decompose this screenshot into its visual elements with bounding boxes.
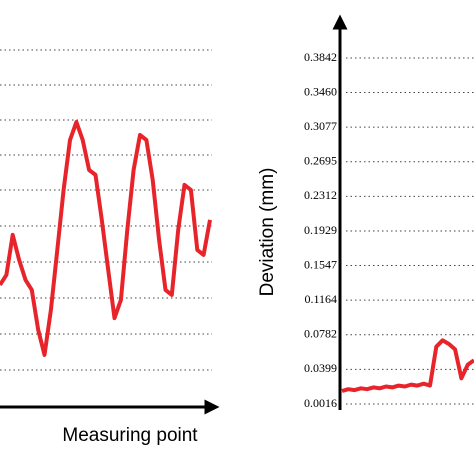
y-tick-label: 0.3460 bbox=[304, 84, 337, 98]
x-axis-label: Measuring point bbox=[62, 425, 198, 446]
y-tick-label: 0.1929 bbox=[304, 223, 337, 237]
y-tick-label: 0.1164 bbox=[304, 292, 337, 306]
y-tick-label: 0.3077 bbox=[304, 119, 337, 133]
y-tick-label: 0.1547 bbox=[304, 257, 337, 271]
y-tick-label: 0.2312 bbox=[304, 188, 337, 202]
y-tick-label: 0.0782 bbox=[304, 326, 337, 340]
y-tick-label: 0.0399 bbox=[304, 361, 337, 375]
data-line bbox=[0, 120, 212, 357]
y-axis-label: Deviation (mm) bbox=[257, 168, 278, 297]
data-line bbox=[341, 338, 474, 393]
y-tick-label: 0.2695 bbox=[304, 153, 337, 167]
y-tick-label: 0.0016 bbox=[304, 396, 337, 410]
y-tick-label: 0.3842 bbox=[304, 50, 337, 64]
